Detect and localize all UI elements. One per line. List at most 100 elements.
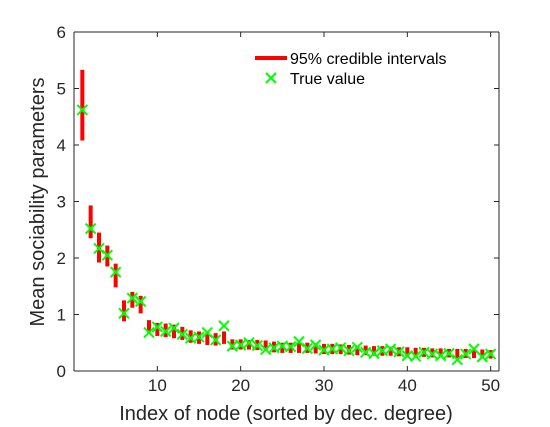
- true-value-stroke: [384, 343, 397, 355]
- true-value-marker: [218, 320, 230, 332]
- true-value-marker: [76, 104, 89, 116]
- true-value-marker: [476, 351, 489, 363]
- true-value-stroke: [243, 337, 255, 349]
- true-value-stroke: [334, 342, 347, 354]
- x-tick-label: 20: [231, 376, 250, 395]
- true-value-stroke: [409, 350, 422, 363]
- true-value-stroke: [301, 342, 314, 355]
- true-value-marker: [301, 342, 314, 355]
- true-value-stroke: [476, 351, 489, 363]
- true-value-stroke: [426, 348, 439, 360]
- x-tick-label: 30: [315, 376, 334, 395]
- true-value-stroke: [201, 326, 214, 339]
- true-value-marker: [284, 340, 297, 353]
- true-value-marker: [426, 348, 439, 360]
- true-value-marker: [393, 346, 405, 358]
- legend: 95% credible intervals True value: [255, 51, 447, 88]
- true-value-stroke: [376, 344, 389, 357]
- true-value-stroke: [443, 347, 455, 360]
- true-value-marker: [293, 335, 305, 348]
- y-axis-label: Mean sociability parameters: [27, 78, 49, 327]
- true-value-stroke: [351, 341, 364, 353]
- x-tick-label: 10: [148, 376, 167, 395]
- true-value-marker: [409, 350, 422, 363]
- legend-true-value-label: True value: [290, 71, 365, 88]
- true-value-stroke: [293, 335, 305, 348]
- y-tick-label: 3: [57, 193, 66, 212]
- true-value-marker: [368, 347, 380, 360]
- true-value-marker: [459, 348, 472, 360]
- legend-interval-label: 95% credible intervals: [290, 51, 447, 68]
- true-value-marker: [243, 337, 255, 349]
- true-value-marker: [484, 348, 497, 360]
- true-value-stroke: [309, 339, 322, 351]
- true-value-stroke: [193, 331, 205, 343]
- x-tick-label: 50: [481, 376, 500, 395]
- axes: 10 20 30 40 50 0 1 2 3 4 5 6: [57, 23, 501, 395]
- true-value-stroke: [418, 346, 430, 359]
- x-tick-label: 40: [398, 376, 417, 395]
- true-value-stroke: [101, 249, 114, 261]
- true-value-marker: [268, 342, 280, 354]
- y-tick-label: 5: [57, 80, 66, 99]
- true-value-marker: [443, 347, 455, 360]
- true-value-stroke: [176, 328, 189, 340]
- true-value-stroke: [159, 325, 172, 338]
- true-value-stroke: [251, 339, 264, 352]
- true-value-marker: [376, 344, 389, 357]
- true-value-stroke: [126, 292, 139, 304]
- true-value-stroke: [109, 266, 122, 278]
- legend-true-value-marker: [265, 72, 277, 84]
- true-value-stroke: [168, 322, 180, 334]
- true-value-marker: [118, 307, 130, 320]
- true-value-marker: [93, 242, 105, 255]
- true-value-stroke: [393, 346, 405, 358]
- x-axis-label: Index of node (sorted by dec. degree): [119, 403, 453, 425]
- true-value-stroke: [151, 321, 164, 333]
- true-value-marker: [234, 339, 247, 351]
- true-value-marker: [159, 325, 172, 338]
- true-value-marker: [418, 346, 430, 359]
- true-value-stroke: [76, 104, 89, 116]
- true-value-stroke: [451, 353, 464, 366]
- true-value-stroke: [326, 343, 339, 355]
- y-tick-label: 0: [57, 362, 66, 381]
- true-value-stroke: [184, 332, 197, 344]
- true-value-marker: [109, 266, 122, 278]
- true-value-marker: [259, 343, 272, 356]
- true-value-stroke: [259, 343, 272, 356]
- true-value-marker: [176, 328, 189, 340]
- true-value-stroke: [459, 348, 472, 360]
- true-value-marker: [309, 339, 322, 351]
- true-value-marker: [143, 326, 155, 339]
- true-value-stroke: [226, 340, 239, 352]
- true-value-stroke: [484, 348, 497, 360]
- true-value-marker: [168, 322, 180, 334]
- true-value-stroke: [209, 334, 222, 346]
- true-value-marker: [101, 249, 114, 261]
- true-value-stroke: [93, 242, 105, 255]
- true-value-stroke: [368, 347, 380, 360]
- true-value-stroke: [268, 342, 280, 354]
- y-tick-label: 1: [57, 306, 66, 325]
- true-value-marker: [134, 295, 147, 308]
- true-value-stroke: [468, 343, 480, 355]
- true-value-stroke: [318, 344, 330, 356]
- true-value-marker: [351, 341, 364, 353]
- true-value-marker: [343, 344, 355, 357]
- true-value-stroke: [434, 350, 447, 362]
- true-value-marker: [451, 353, 464, 366]
- true-value-marker: [434, 350, 447, 362]
- plot-area: [76, 69, 497, 366]
- true-value-marker: [193, 331, 205, 343]
- true-value-stroke: [234, 339, 247, 351]
- true-value-stroke: [218, 320, 230, 332]
- true-value-marker: [209, 334, 222, 346]
- true-value-marker: [384, 343, 397, 355]
- true-value-marker: [126, 292, 139, 304]
- true-value-marker: [334, 342, 347, 354]
- true-value-stroke: [284, 340, 297, 353]
- true-value-marker: [251, 339, 264, 352]
- true-value-stroke: [343, 344, 355, 357]
